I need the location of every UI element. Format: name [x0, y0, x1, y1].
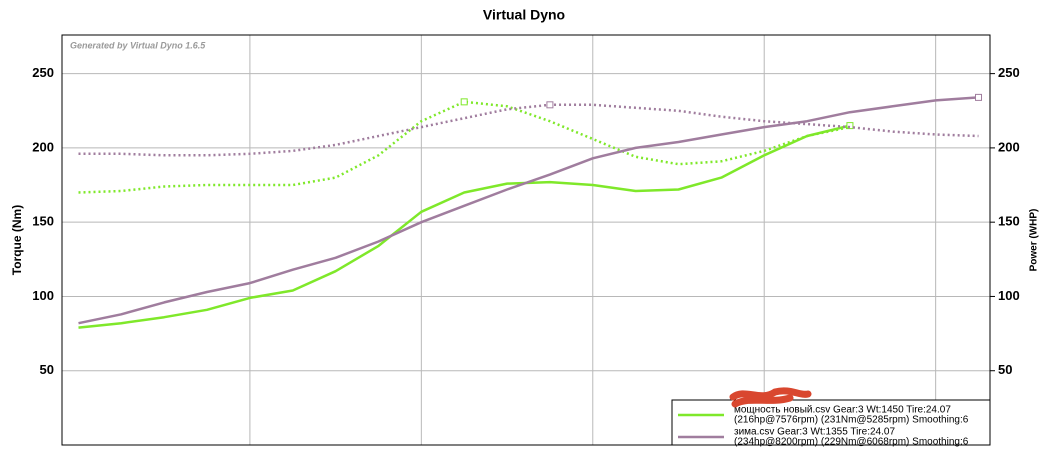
legend-detail: (234hp@8200rpm) (229Nm@6068rpm) Smoothin…: [734, 437, 969, 448]
y-tick-label: 50: [40, 362, 54, 377]
watermark: Generated by Virtual Dyno 1.6.5: [70, 40, 206, 50]
peak-marker: [846, 122, 854, 130]
series-line: [78, 124, 851, 329]
legend-detail: (216hp@7576rpm) (231Nm@5285rpm) Smoothin…: [734, 415, 969, 426]
plot-frame: [61, 34, 991, 446]
peak-marker: [975, 93, 983, 101]
y2-tick-label: 50: [998, 362, 1012, 377]
y2-tick-label: 150: [998, 214, 1020, 229]
y2-tick-label: 250: [998, 65, 1020, 80]
y2-axis-label: Power (WHP): [1029, 209, 1040, 272]
y-axis-label: Torque (Nm): [10, 205, 24, 275]
y-tick-label: 150: [32, 214, 54, 229]
y-tick-label: 250: [32, 65, 54, 80]
series-line: [78, 103, 979, 157]
legend-label: зима.csv Gear:3 Wt:1355 Tire:24.07: [734, 427, 895, 438]
peak-marker: [460, 98, 468, 106]
peak-marker: [546, 101, 554, 109]
y2-tick-label: 100: [998, 288, 1020, 303]
y2-tick-label: 200: [998, 139, 1020, 154]
series-line: [78, 96, 979, 325]
chart-title: Virtual Dyno: [483, 7, 565, 23]
legend-box: [671, 399, 991, 446]
legend-label: мощность новый.csv Gear:3 Wt:1450 Tire:2…: [734, 405, 951, 416]
y-tick-label: 200: [32, 139, 54, 154]
y-tick-label: 100: [32, 288, 54, 303]
redaction: [729, 387, 812, 408]
series-line: [78, 100, 851, 194]
